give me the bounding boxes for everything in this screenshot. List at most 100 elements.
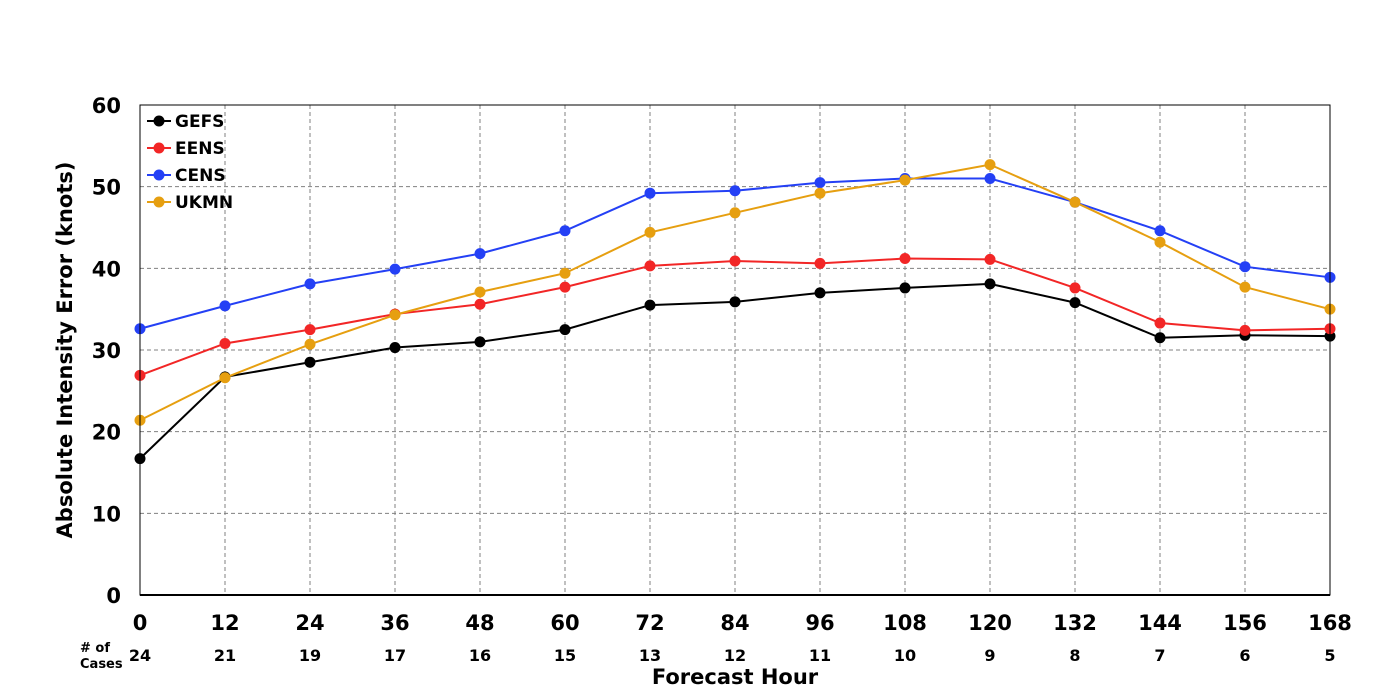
data-point [1239, 324, 1251, 336]
data-point [984, 278, 996, 290]
y-tick-label: 20 [92, 421, 121, 445]
data-point [1154, 236, 1166, 248]
legend-item-cens: CENS [147, 166, 226, 186]
x-tick-label: 132 [1053, 611, 1097, 635]
x-axis: 0 12 24 36 48 60 72 84 96 108 120 132 144 156 168 [133, 611, 1352, 635]
data-point [729, 255, 741, 267]
data-point [814, 177, 826, 189]
legend-item-eens: EENS [147, 139, 225, 159]
case-count-label: 5 [1324, 646, 1335, 665]
x-tick-label: 24 [295, 611, 324, 635]
data-point [899, 253, 911, 265]
x-tick-label: 120 [968, 611, 1012, 635]
cases-title: # of Cases [80, 641, 123, 672]
x-tick-label: 60 [550, 611, 579, 635]
case-count-label: 6 [1239, 646, 1250, 665]
series-ukmn [134, 159, 1336, 426]
case-count-label: 12 [724, 646, 746, 665]
y-tick-label: 60 [92, 94, 121, 118]
legend-marker [153, 115, 165, 127]
x-tick-label: 48 [465, 611, 494, 635]
data-point [304, 278, 316, 290]
data-point [389, 309, 401, 321]
data-point [474, 298, 486, 310]
x-tick-label: 0 [133, 611, 148, 635]
data-point [899, 174, 911, 186]
data-point [304, 338, 316, 350]
data-point [1154, 317, 1166, 329]
data-point [814, 257, 826, 269]
y-tick-label: 50 [92, 176, 121, 200]
y-tick-label: 10 [92, 502, 121, 526]
data-point [984, 173, 996, 184]
grid [140, 105, 1330, 595]
data-point [644, 299, 656, 311]
data-point [474, 248, 486, 260]
case-count-label: 7 [1154, 646, 1165, 665]
cases-title-line-1: # of [80, 641, 110, 656]
data-point [1239, 261, 1251, 273]
y-axis-title: Absolute Intensity Error (knots) [53, 162, 77, 539]
y-tick-label: 30 [92, 339, 121, 363]
legend: GEFS EENS CENS UKMN [147, 112, 233, 213]
legend-marker [153, 169, 165, 181]
plot-frame [139, 104, 1331, 596]
cases-row: 24 21 19 17 16 15 13 12 11 10 9 8 7 6 5 [129, 646, 1336, 665]
case-count-label: 21 [214, 646, 236, 665]
data-point [219, 337, 231, 349]
case-count-label: 11 [809, 646, 831, 665]
data-point [1154, 332, 1166, 344]
x-tick-label: 168 [1308, 611, 1352, 635]
case-count-label: 8 [1069, 646, 1080, 665]
legend-label: UKMN [175, 193, 233, 213]
case-count-label: 15 [554, 646, 576, 665]
legend-item-ukmn: UKMN [147, 193, 233, 213]
y-tick-label: 40 [92, 257, 121, 281]
data-point [1069, 282, 1081, 294]
data-point [1069, 196, 1081, 208]
x-tick-label: 156 [1223, 611, 1267, 635]
data-point [729, 207, 741, 219]
data-point [644, 187, 656, 199]
data-point [559, 281, 571, 293]
x-axis-title: Forecast Hour [652, 665, 819, 689]
data-point [559, 324, 571, 336]
data-point [644, 260, 656, 272]
case-count-label: 24 [129, 646, 151, 665]
data-point [899, 282, 911, 294]
cases-title-line-2: Cases [80, 657, 123, 672]
y-axis: 0 10 20 30 40 50 60 [92, 94, 121, 608]
x-tick-label: 36 [380, 611, 409, 635]
data-point [984, 253, 996, 265]
data-point [219, 372, 231, 384]
data-point [304, 356, 316, 368]
data-point [474, 286, 486, 298]
x-tick-label: 96 [805, 611, 834, 635]
case-count-label: 9 [984, 646, 995, 665]
data-point [814, 187, 826, 199]
y-tick-label: 0 [106, 584, 121, 608]
legend-marker [153, 142, 165, 154]
data-point [474, 336, 486, 348]
data-point [1069, 297, 1081, 309]
data-point [304, 324, 316, 336]
x-tick-label: 108 [883, 611, 927, 635]
case-count-label: 17 [384, 646, 406, 665]
case-count-label: 10 [894, 646, 916, 665]
data-point [219, 300, 231, 312]
series-gefs [134, 278, 1336, 465]
data-point [559, 225, 571, 237]
data-point [729, 296, 741, 308]
x-tick-label: 144 [1138, 611, 1182, 635]
legend-item-gefs: GEFS [147, 112, 224, 132]
case-count-label: 19 [299, 646, 321, 665]
x-tick-label: 84 [720, 611, 749, 635]
data-point [559, 267, 571, 279]
legend-label: CENS [175, 166, 226, 186]
data-point [729, 185, 741, 197]
data-point [984, 159, 996, 171]
series-layer [134, 159, 1336, 465]
data-point [1239, 281, 1251, 293]
x-tick-label: 12 [210, 611, 239, 635]
legend-marker [153, 196, 165, 208]
